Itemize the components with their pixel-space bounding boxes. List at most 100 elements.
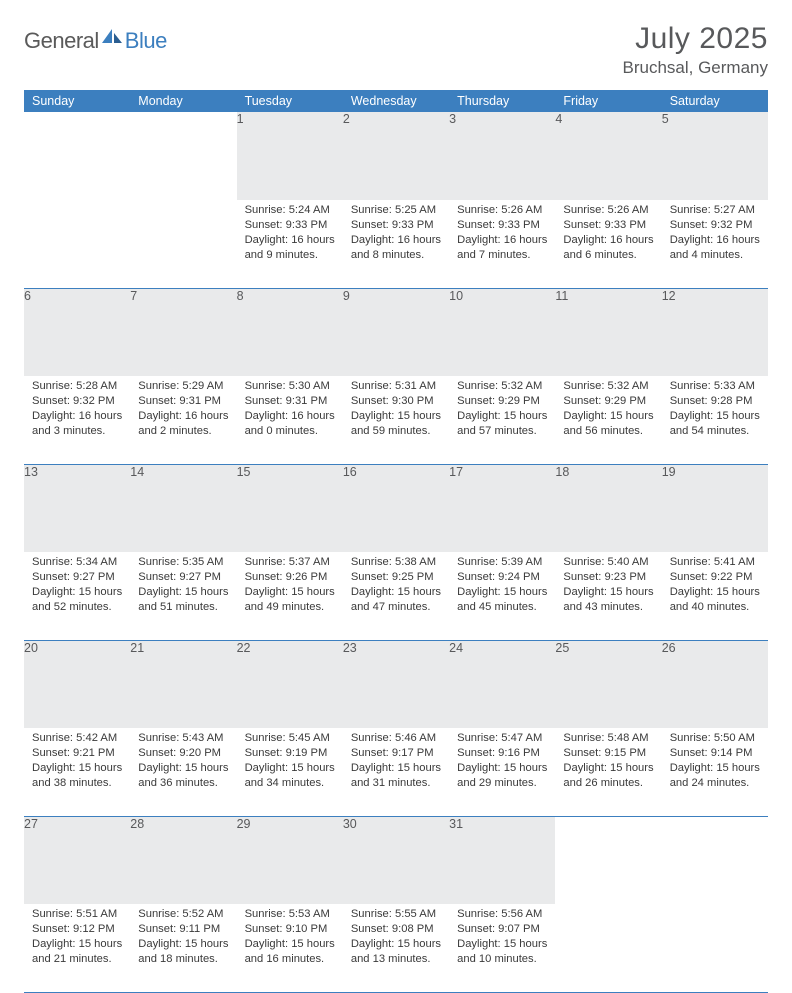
daylight-line: Daylight: 15 hours and 21 minutes. bbox=[32, 938, 122, 965]
week-body-row: Sunrise: 5:24 AM Sunset: 9:33 PM Daylight:… bbox=[24, 200, 768, 288]
sunset-line: Sunset: 9:28 PM bbox=[670, 395, 753, 407]
empty-cell bbox=[24, 200, 130, 288]
empty-cell bbox=[555, 816, 661, 904]
daylight-line: Daylight: 15 hours and 24 minutes. bbox=[670, 762, 760, 789]
day-cell: Sunrise: 5:52 AM Sunset: 9:11 PM Daylight:… bbox=[130, 904, 236, 992]
day-number: 27 bbox=[24, 816, 130, 904]
weekday-header: Tuesday bbox=[237, 90, 343, 112]
sunrise-line: Sunrise: 5:53 AM bbox=[245, 908, 330, 920]
daylight-line: Daylight: 16 hours and 0 minutes. bbox=[245, 410, 335, 437]
week-daynum-row: 13141516171819 bbox=[24, 464, 768, 552]
calendar-table: SundayMondayTuesdayWednesdayThursdayFrid… bbox=[24, 90, 768, 993]
daylight-line: Daylight: 15 hours and 34 minutes. bbox=[245, 762, 335, 789]
day-number: 13 bbox=[24, 464, 130, 552]
weekday-header: Saturday bbox=[662, 90, 768, 112]
daylight-line: Daylight: 16 hours and 6 minutes. bbox=[563, 234, 653, 261]
sunrise-line: Sunrise: 5:56 AM bbox=[457, 908, 542, 920]
day-cell: Sunrise: 5:55 AMSunset: 9:08 PMDaylight:… bbox=[343, 904, 449, 992]
week-daynum-row: 2728293031 bbox=[24, 816, 768, 904]
day-cell: Sunrise: 5:42 AMSunset: 9:21 PMDaylight:… bbox=[24, 728, 130, 816]
sunrise-line: Sunrise: 5:28 AM bbox=[32, 380, 117, 392]
sunset-line: Sunset: 9:11 PM bbox=[138, 923, 220, 935]
day-number: 17 bbox=[449, 464, 555, 552]
sunrise-line: Sunrise: 5:41 AM bbox=[670, 556, 755, 568]
day-number: 6 bbox=[24, 288, 130, 376]
sunset-line: Sunset: 9:31 PM bbox=[138, 395, 221, 407]
daylight-line: Daylight: 15 hours and 26 minutes. bbox=[563, 762, 653, 789]
day-cell: Sunrise: 5:32 AMSunset: 9:29 PMDaylight:… bbox=[449, 376, 555, 464]
sunset-line: Sunset: 9:27 PM bbox=[32, 571, 115, 583]
daylight-line: Daylight: 16 hours and 8 minutes. bbox=[351, 234, 441, 261]
week-body-row: Sunrise: 5:42 AMSunset: 9:21 PMDaylight:… bbox=[24, 728, 768, 816]
sunset-line: Sunset: 9:31 PM bbox=[245, 395, 328, 407]
title-block: July 2025 Bruchsal, Germany bbox=[623, 22, 769, 78]
daylight-line: Daylight: 16 hours and 7 minutes. bbox=[457, 234, 547, 261]
sunset-line: Sunset: 9:30 PM bbox=[351, 395, 434, 407]
daylight-line: Daylight: 15 hours and 47 minutes. bbox=[351, 586, 441, 613]
sunset-line: Sunset: 9:08 PM bbox=[351, 923, 434, 935]
logo-text-blue: Blue bbox=[125, 28, 167, 54]
sunrise-line: Sunrise: 5:30 AM bbox=[245, 380, 330, 392]
day-cell: Sunrise: 5:29 AM Sunset: 9:31 PM Daylight:… bbox=[130, 376, 236, 464]
day-cell: Sunrise: 5:37 AMSunset: 9:26 PMDaylight:… bbox=[237, 552, 343, 640]
sunrise-line: Sunrise: 5:24 AM bbox=[245, 204, 330, 216]
day-cell: Sunrise: 5:45 AMSunset: 9:19 PMDaylight:… bbox=[237, 728, 343, 816]
sunset-line: Sunset: 9:24 PM bbox=[457, 571, 540, 583]
day-number: 26 bbox=[662, 640, 768, 728]
sunrise-line: Sunrise: 5:43 AM bbox=[138, 732, 223, 744]
day-cell: Sunrise: 5:33 AMSunset: 9:28 PMDaylight:… bbox=[662, 376, 768, 464]
daylight-line: Daylight: 16 hours and 2 minutes. bbox=[138, 410, 228, 437]
sunrise-line: Sunrise: 5:29 AM bbox=[138, 380, 223, 392]
location: Bruchsal, Germany bbox=[623, 58, 769, 78]
empty-cell bbox=[24, 112, 130, 200]
week-daynum-row: 6789101112 bbox=[24, 288, 768, 376]
sunset-line: Sunset: 9:14 PM bbox=[670, 747, 753, 759]
sunrise-line: Sunrise: 5:40 AM bbox=[563, 556, 648, 568]
logo: General Blue bbox=[24, 28, 167, 54]
month-title: July 2025 bbox=[623, 22, 769, 56]
sunset-line: Sunset: 9:12 PM bbox=[32, 923, 115, 935]
daylight-line: Daylight: 16 hours and 3 minutes. bbox=[32, 410, 122, 437]
day-cell: Sunrise: 5:32 AMSunset: 9:29 PMDaylight:… bbox=[555, 376, 661, 464]
sunrise-line: Sunrise: 5:38 AM bbox=[351, 556, 436, 568]
day-number: 9 bbox=[343, 288, 449, 376]
day-cell: Sunrise: 5:40 AMSunset: 9:23 PMDaylight:… bbox=[555, 552, 661, 640]
sunset-line: Sunset: 9:26 PM bbox=[245, 571, 328, 583]
sunrise-line: Sunrise: 5:34 AM bbox=[32, 556, 117, 568]
sunrise-line: Sunrise: 5:42 AM bbox=[32, 732, 117, 744]
daylight-line: Daylight: 15 hours and 38 minutes. bbox=[32, 762, 122, 789]
sunrise-line: Sunrise: 5:37 AM bbox=[245, 556, 330, 568]
sunset-line: Sunset: 9:20 PM bbox=[138, 747, 221, 759]
sunset-line: Sunset: 9:23 PM bbox=[563, 571, 646, 583]
day-number: 20 bbox=[24, 640, 130, 728]
sunset-line: Sunset: 9:22 PM bbox=[670, 571, 753, 583]
day-number: 14 bbox=[130, 464, 236, 552]
week-daynum-row: 12345 bbox=[24, 112, 768, 200]
weekday-header-row: SundayMondayTuesdayWednesdayThursdayFrid… bbox=[24, 90, 768, 112]
empty-cell bbox=[662, 904, 768, 992]
sunrise-line: Sunrise: 5:32 AM bbox=[457, 380, 542, 392]
sunrise-line: Sunrise: 5:51 AM bbox=[32, 908, 117, 920]
sunrise-line: Sunrise: 5:52 AM bbox=[138, 908, 223, 920]
daylight-line: Daylight: 15 hours and 29 minutes. bbox=[457, 762, 547, 789]
day-cell: Sunrise: 5:35 AMSunset: 9:27 PMDaylight:… bbox=[130, 552, 236, 640]
day-cell: Sunrise: 5:48 AMSunset: 9:15 PMDaylight:… bbox=[555, 728, 661, 816]
daylight-line: Daylight: 15 hours and 18 minutes. bbox=[138, 938, 228, 965]
sail-icon bbox=[99, 27, 123, 45]
sunset-line: Sunset: 9:25 PM bbox=[351, 571, 434, 583]
sunset-line: Sunset: 9:33 PM bbox=[351, 219, 434, 231]
sunset-line: Sunset: 9:16 PM bbox=[457, 747, 540, 759]
daylight-line: Daylight: 15 hours and 10 minutes. bbox=[457, 938, 547, 965]
sunrise-line: Sunrise: 5:46 AM bbox=[351, 732, 436, 744]
sunset-line: Sunset: 9:07 PM bbox=[457, 923, 540, 935]
daylight-line: Daylight: 15 hours and 51 minutes. bbox=[138, 586, 228, 613]
day-number: 10 bbox=[449, 288, 555, 376]
week-body-row: Sunrise: 5:28 AMSunset: 9:32 PMDaylight:… bbox=[24, 376, 768, 464]
daylight-line: Daylight: 15 hours and 40 minutes. bbox=[670, 586, 760, 613]
logo-text-general: General bbox=[24, 28, 99, 54]
sunset-line: Sunset: 9:17 PM bbox=[351, 747, 434, 759]
daylight-line: Daylight: 15 hours and 16 minutes. bbox=[245, 938, 335, 965]
day-number: 12 bbox=[662, 288, 768, 376]
sunrise-line: Sunrise: 5:50 AM bbox=[670, 732, 755, 744]
sunrise-line: Sunrise: 5:26 AM bbox=[457, 204, 542, 216]
